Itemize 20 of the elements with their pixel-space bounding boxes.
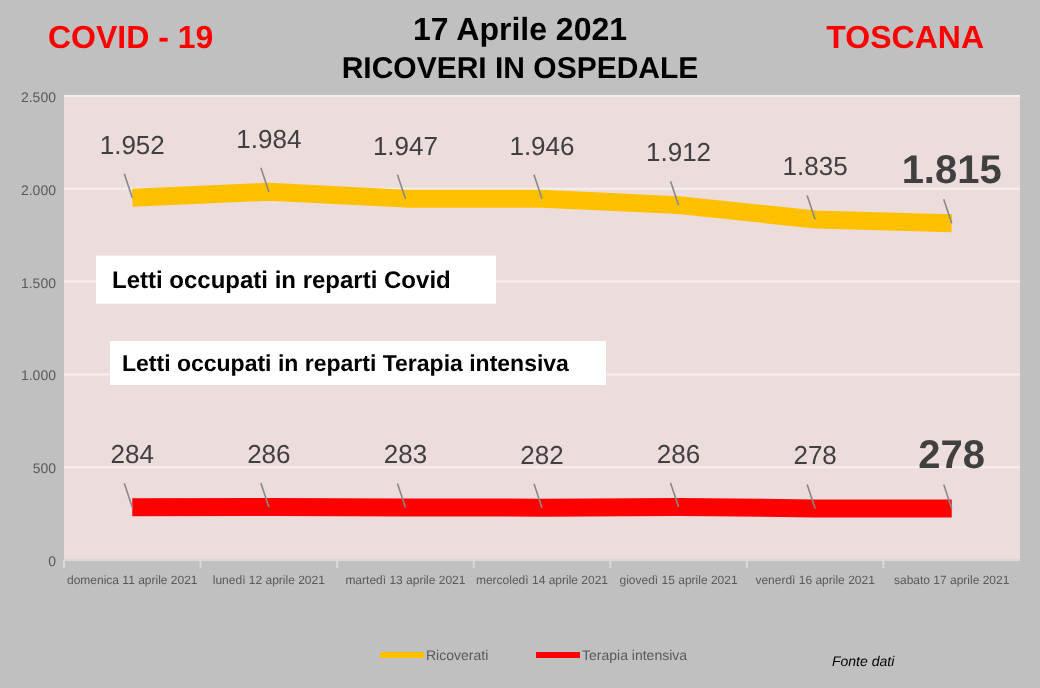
annotation: Letti occupati in reparti Covid (112, 265, 451, 294)
data-label: 1.952 (99, 129, 165, 160)
annotation: Letti occupati in reparti Terapia intensiva (122, 352, 571, 377)
text: COVID - 19 (48, 22, 214, 56)
data-label: 1.984 (236, 123, 302, 154)
data-label: 1.946 (509, 130, 575, 161)
chart-subtitle: RICOVERI IN OSPEDALE (341, 52, 699, 86)
data-label: 278 (793, 440, 837, 471)
data-label: 286 (656, 438, 701, 469)
data-label: 278 (918, 434, 986, 479)
data-label: 1.947 (372, 130, 438, 161)
data-label: 284 (110, 439, 154, 470)
data-label: 283 (383, 439, 428, 470)
text: TOSCANA (826, 22, 985, 56)
chart-title: 17 Aprile 2021 (412, 14, 628, 48)
data-label: 282 (520, 439, 564, 470)
data-label: 286 (247, 438, 291, 469)
data-label: 1.835 (782, 151, 848, 182)
data-label: 1.815 (901, 149, 1002, 194)
data-label: 1.912 (646, 137, 712, 168)
